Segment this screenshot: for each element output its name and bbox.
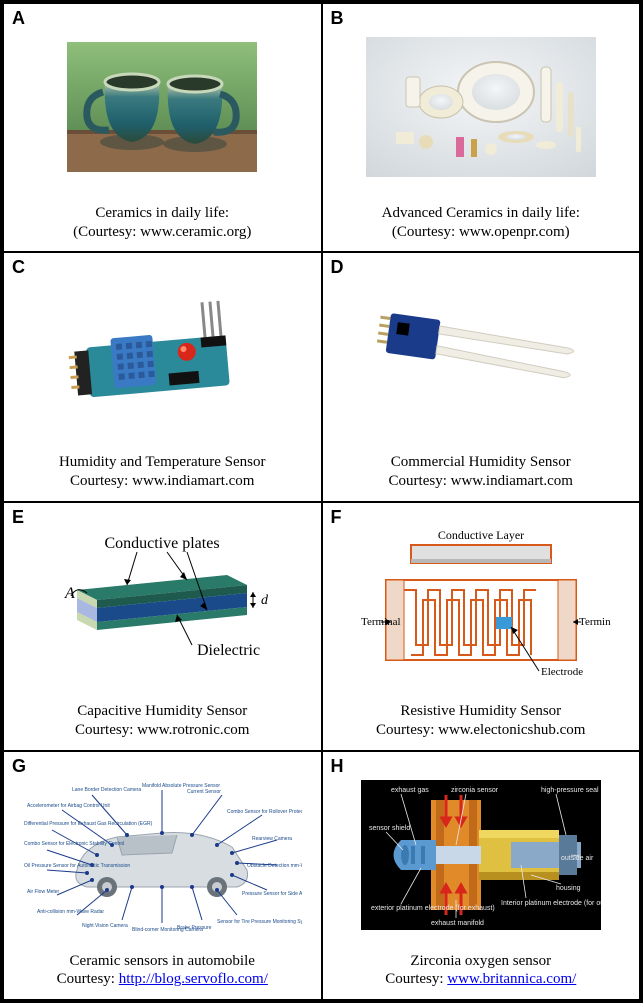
panel-E-title: Capacitive Humidity Sensor [77, 703, 247, 719]
panel-F-title: Resistive Humidity Sensor [400, 703, 561, 719]
car-label: Lane Border Detection Camera [72, 787, 141, 793]
panel-D: D Commercial Humidity Sens [322, 252, 641, 501]
panel-C-courtesy-prefix: Courtesy: [70, 473, 132, 489]
panel-E: E Conductive plates A [3, 502, 322, 751]
panel-A-courtesy: www.ceramic.org [140, 224, 246, 240]
panel-E-courtesy: www.rotronic.com [137, 722, 249, 738]
panel-B-image [327, 8, 636, 202]
panel-F-courtesy: www.electonicshub.com [438, 722, 585, 738]
panel-G: G [3, 751, 322, 1000]
zir-label: zirconia sensor [451, 787, 499, 794]
zir-label: exhaust manifold [431, 920, 484, 927]
zir-label: Interior platinum electrode (for outside… [501, 900, 601, 907]
figure-grid: A [0, 0, 643, 1003]
panel-A-caption: Ceramics in daily life: (Courtesy: www.c… [69, 202, 255, 248]
panel-C-title: Humidity and Temperature Sensor [59, 454, 266, 470]
panel-A-image [8, 8, 317, 202]
car-label: Anti-collision mm-Wave Radar [37, 909, 104, 915]
panel-G-courtesy-prefix: Courtesy: [57, 971, 119, 987]
panel-B-courtesy-suffix: ) [565, 224, 570, 240]
panel-D-courtesy: www.indiamart.com [451, 473, 573, 489]
panel-H-caption: Zirconia oxygen sensor Courtesy: www.bri… [381, 950, 580, 996]
panel-letter-G: G [12, 756, 26, 777]
panel-H-courtesy-prefix: Courtesy: [385, 971, 447, 987]
panel-A: A [3, 3, 322, 252]
car-label: Night Vision Camera [82, 923, 128, 929]
panel-letter-C: C [12, 257, 25, 278]
panel-C-courtesy: www.indiamart.com [132, 473, 254, 489]
panel-E-courtesy-prefix: Courtesy: [75, 722, 137, 738]
car-label: Brake Pressure [177, 925, 212, 931]
car-label: Sensor for Tire Pressure Monitoring Syst… [217, 919, 302, 925]
panel-letter-E: E [12, 507, 24, 528]
panel-D-image [327, 257, 636, 451]
panel-C-caption: Humidity and Temperature Sensor Courtesy… [55, 451, 270, 497]
panel-H: H [322, 751, 641, 1000]
label-terminal-left: Terminal [361, 616, 401, 628]
panel-B-caption: Advanced Ceramics in daily life: (Courte… [378, 202, 584, 248]
car-label: Differential Pressure for Exhaust Gas Re… [24, 821, 153, 827]
car-label: Rearview Camera [252, 836, 292, 842]
car-label: Pressure Sensor for Side Air Bag System [242, 891, 302, 897]
label-d: d [261, 593, 269, 608]
zir-label: sensor shield [369, 825, 410, 832]
panel-A-title: Ceramics in daily life: [95, 205, 229, 221]
panel-D-courtesy-prefix: Courtesy: [389, 473, 451, 489]
label-conductive-layer: Conductive Layer [438, 528, 524, 542]
label-A: A [64, 585, 75, 602]
panel-letter-B: B [331, 8, 344, 29]
car-label: Air Flow Meter [27, 889, 60, 895]
panel-G-courtesy-link[interactable]: http://blog.servoflo.com/ [119, 971, 268, 987]
car-label: Current Sensor [187, 789, 221, 795]
zir-label: exterior platinum electrode (for exhaust… [371, 905, 495, 912]
panel-A-courtesy-prefix: (Courtesy: [73, 224, 140, 240]
panel-letter-D: D [331, 257, 344, 278]
label-dielectric: Dielectric [197, 642, 260, 659]
panel-D-title: Commercial Humidity Sensor [391, 454, 571, 470]
car-label: Accelerometer for Airbag Control Unit [27, 803, 110, 809]
panel-E-image: Conductive plates A d [8, 507, 317, 701]
label-terminal-right: Terminal [579, 616, 611, 628]
panel-F-courtesy-prefix: Courtesy: [376, 722, 438, 738]
panel-F-caption: Resistive Humidity Sensor Courtesy: www.… [372, 700, 589, 746]
panel-F-image: Conductive Layer Terminal Terminal [327, 507, 636, 701]
panel-C-image [8, 257, 317, 451]
panel-B: B [322, 3, 641, 252]
car-label: Oil Pressure Sensor for Automatic Transm… [24, 863, 130, 869]
panel-letter-A: A [12, 8, 25, 29]
panel-G-title: Ceramic sensors in automobile [70, 953, 255, 969]
panel-F: F Conductive Layer Terminal Terminal [322, 502, 641, 751]
panel-D-caption: Commercial Humidity Sensor Courtesy: www… [385, 451, 577, 497]
car-label: Manifold Absolute Pressure Sensor [142, 783, 220, 789]
panel-G-caption: Ceramic sensors in automobile Courtesy: … [53, 950, 272, 996]
panel-letter-H: H [331, 756, 344, 777]
label-electrode: Electrode [541, 666, 583, 678]
zir-label: high-pressure seal [541, 787, 599, 794]
panel-B-courtesy-prefix: (Courtesy: [392, 224, 459, 240]
panel-E-caption: Capacitive Humidity Sensor Courtesy: www… [71, 700, 253, 746]
car-label: Combo Sensor for Electronic Stability Co… [24, 841, 124, 847]
zir-label: housing [556, 885, 581, 892]
zir-label: exhaust gas [391, 787, 429, 794]
panel-C: C [3, 252, 322, 501]
panel-A-courtesy-suffix: ) [246, 224, 251, 240]
panel-letter-F: F [331, 507, 342, 528]
car-label: Combo Sensor for Rollover Protection Sys… [227, 809, 302, 815]
panel-H-courtesy-link[interactable]: www.britannica.com/ [447, 971, 576, 987]
panel-H-image: exhaust gas zirconia sensor sensor shiel… [327, 756, 636, 950]
label-conductive-plates: Conductive plates [105, 535, 220, 552]
panel-B-courtesy: www.openpr.com [459, 224, 565, 240]
panel-G-image: Lane Border Detection Camera Acceleromet… [8, 756, 317, 950]
car-label: Obstacle Detection mm-Wave Radar [247, 863, 302, 869]
panel-H-title: Zirconia oxygen sensor [410, 953, 551, 969]
panel-B-title: Advanced Ceramics in daily life: [382, 205, 580, 221]
